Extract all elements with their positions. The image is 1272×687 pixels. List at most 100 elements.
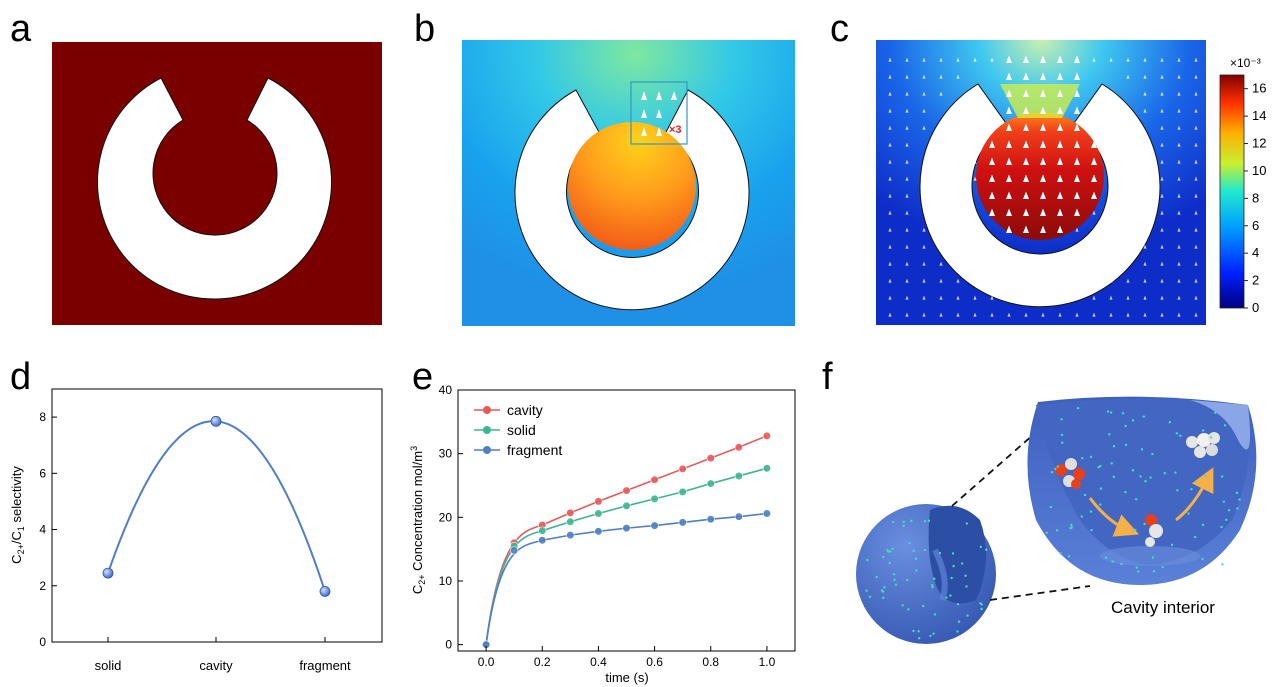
flux-arrow	[1160, 74, 1164, 79]
colorbar-tick-label: 10	[1252, 163, 1266, 178]
flux-arrow	[1006, 191, 1012, 199]
flux-arrow	[888, 159, 892, 164]
speckle-dot	[875, 575, 878, 579]
speckle-dot	[1054, 467, 1057, 471]
speckle-dot	[917, 630, 920, 633]
panel-b-field: ×3	[462, 40, 795, 326]
chart-e-x-ticks: 0.0 0.2 0.4 0.6 0.8 1.0	[478, 646, 776, 669]
flux-arrow	[1023, 174, 1029, 182]
flux-arrow	[1092, 210, 1096, 215]
speckle-dot	[921, 604, 925, 608]
chart-e-xtick-label: 0.4	[590, 655, 607, 669]
flux-arrow	[1024, 312, 1028, 317]
flux-arrow	[1160, 176, 1164, 181]
flux-arrow	[1177, 244, 1181, 249]
flux-arrow	[1177, 159, 1181, 164]
speckle-dot	[1175, 432, 1178, 435]
speckle-dot	[966, 614, 969, 617]
speckle-dot	[1163, 472, 1167, 475]
speckle-dot	[866, 558, 869, 562]
flux-arrow	[1177, 125, 1181, 130]
speckle-dot	[881, 590, 885, 593]
flux-arrow	[1194, 57, 1198, 62]
flux-arrow	[1194, 193, 1198, 198]
flux-arrow	[888, 125, 892, 130]
chart-d-point	[210, 415, 222, 427]
colorbar-tick-label: 4	[1252, 245, 1259, 260]
flux-arrow	[1160, 159, 1164, 164]
panel-label-f: f	[822, 356, 833, 398]
speckle-dot	[1135, 566, 1138, 569]
flux-arrow	[956, 295, 960, 300]
flux-arrow	[1023, 72, 1029, 80]
flux-arrow	[1006, 89, 1012, 97]
chart-e-ylabel: C2+ Concentration mol/m3	[409, 446, 427, 594]
speckle-dot	[1137, 570, 1140, 573]
flux-arrow	[1006, 225, 1012, 233]
flux-arrow	[1177, 91, 1181, 96]
flux-arrow	[973, 57, 977, 62]
speckle-dot	[894, 583, 898, 586]
panel-label-e: e	[412, 356, 434, 398]
speckle-dot	[956, 603, 960, 606]
chart-d-ytick-label: 8	[39, 410, 46, 424]
panel-f-small-sphere-rim	[932, 548, 948, 602]
flux-arrow	[888, 108, 892, 113]
flux-arrow	[1194, 210, 1198, 215]
speckle-dot	[1204, 474, 1207, 478]
flux-arrow	[1075, 227, 1079, 232]
chart-e-point-solid	[538, 526, 547, 535]
flux-arrow	[905, 125, 909, 130]
panel-b-zoom-box	[630, 81, 688, 145]
chart-e-point-fragment	[678, 518, 687, 527]
speckle-dot	[1106, 410, 1110, 413]
speckle-dot	[950, 576, 953, 580]
colorbar-tick-label: 2	[1252, 273, 1259, 288]
chart-d-point	[102, 567, 114, 579]
speckle-dot	[923, 519, 927, 523]
speckle-dot	[892, 573, 896, 576]
speckle-dot	[865, 589, 868, 592]
flux-arrow	[1143, 74, 1147, 79]
flux-arrow	[1126, 57, 1130, 62]
chart-e-y-ticks: 0 10 20 30 40	[439, 383, 463, 652]
flux-arrow	[1109, 278, 1113, 283]
flux-arrow	[939, 312, 943, 317]
flux-arrow	[1091, 157, 1097, 165]
flux-arrow	[1075, 312, 1079, 317]
flux-arrow	[1143, 244, 1147, 249]
flux-arrow	[939, 74, 943, 79]
flux-arrow	[1074, 55, 1080, 63]
flux-arrow	[1058, 312, 1062, 317]
speckle-dot	[1099, 464, 1102, 468]
flux-arrow	[1040, 157, 1046, 165]
flux-arrow	[1006, 140, 1012, 148]
speckle-dot	[929, 634, 932, 638]
panel-c-open-ring	[919, 83, 1161, 308]
flux-arrow	[1126, 312, 1130, 317]
speckle-dot	[1067, 555, 1071, 558]
flux-arrow	[1074, 157, 1080, 165]
flux-arrow	[1006, 157, 1012, 165]
flux-arrow	[905, 159, 909, 164]
speckle-dot	[883, 586, 886, 589]
flux-arrow	[1177, 193, 1181, 198]
speckle-dot	[1110, 462, 1113, 465]
chart-e-point-cavity	[650, 475, 659, 484]
speckle-dot	[952, 564, 955, 568]
speckle-dot	[1070, 523, 1073, 527]
speckle-dot	[901, 604, 904, 607]
flux-arrow	[1194, 227, 1198, 232]
flux-arrow	[888, 261, 892, 266]
speckle-dot	[965, 585, 968, 588]
flux-arrow	[922, 57, 926, 62]
flux-arrow	[922, 125, 926, 130]
speckle-dot	[1151, 452, 1154, 456]
flux-arrow	[1092, 295, 1096, 300]
flux-arrow	[956, 57, 960, 62]
flux-arrow	[1177, 57, 1181, 62]
speckle-dot	[915, 569, 918, 572]
speckle-dot	[949, 594, 952, 597]
flux-arrow	[922, 261, 926, 266]
speckle-dot	[882, 596, 885, 599]
